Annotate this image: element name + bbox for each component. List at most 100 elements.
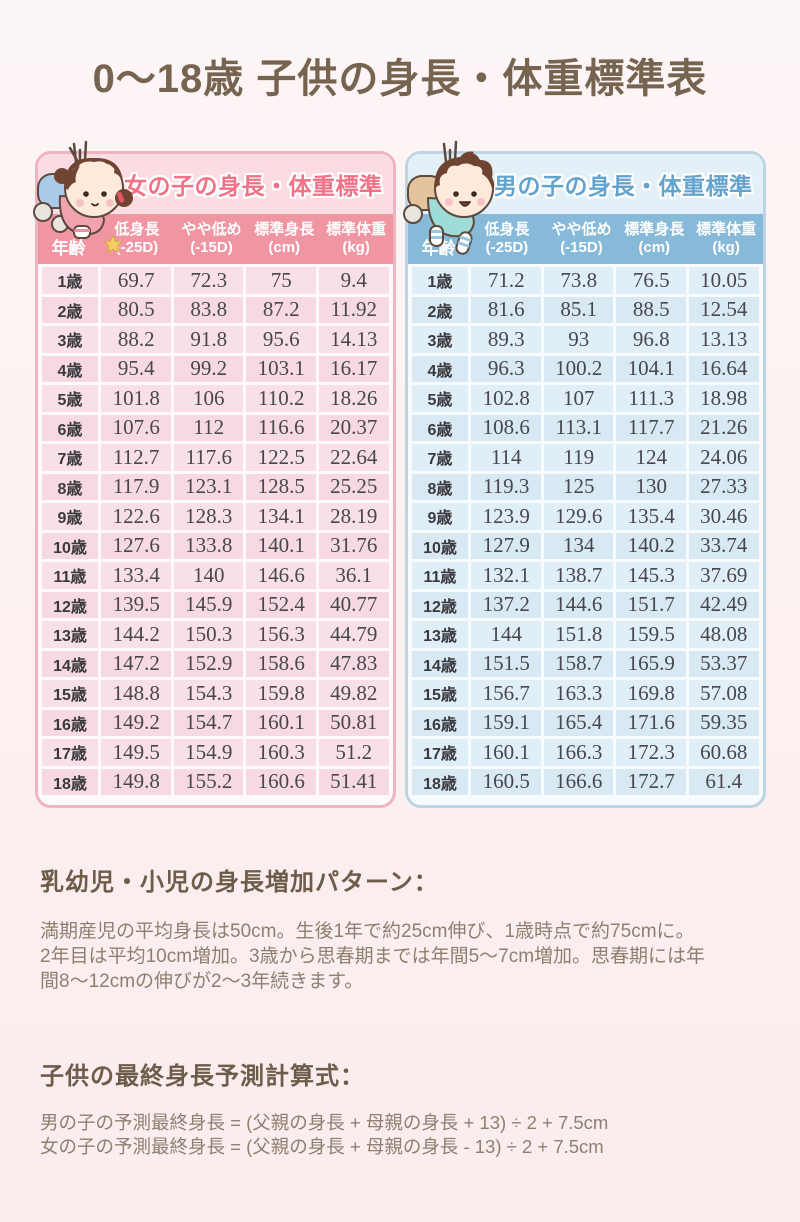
value-cell: 16.17 (318, 355, 389, 382)
table-row: 14歳 147.2 152.9 158.6 47.83 (41, 650, 389, 677)
column-header: 低身長 (-25D) (484, 221, 530, 256)
value-cell: 48.08 (688, 621, 759, 648)
value-cell: 96.3 (471, 355, 541, 382)
value-cell: 61.4 (688, 768, 759, 795)
table-row: 9歳 123.9 129.6 135.4 30.46 (411, 503, 759, 530)
age-cell: 1歳 (41, 267, 99, 294)
value-cell: 171.6 (616, 709, 686, 736)
value-cell: 102.8 (471, 385, 541, 412)
girls-column-headers: 年齢 低身長 (-25D) やや低め (-15D) 標準身長 (cm) 標準体重… (37, 214, 393, 264)
age-cell: 3歳 (411, 326, 469, 353)
text-line: 間8～12cmの伸びが2～3年続きます。 (40, 971, 364, 992)
boys-table-title-band: 男の子の身長・体重標準 (407, 154, 763, 214)
boys-table-title: 男の子の身長・体重標準 (494, 173, 753, 199)
boys-column-headers: 年齢 低身長 (-25D) やや低め (-15D) 標準身長 (cm) 標準体重… (407, 214, 763, 264)
value-cell: 36.1 (318, 562, 389, 589)
value-cell: 159.5 (616, 621, 686, 648)
age-column-header: 年齢 (51, 239, 86, 258)
value-cell: 87.2 (246, 296, 316, 323)
age-cell: 7歳 (411, 444, 469, 471)
text-line: 女の子の予測最終身長 = (父親の身長 + 母親の身長 - 13) ÷ 2 + … (40, 1136, 604, 1157)
age-cell: 18歳 (411, 768, 469, 795)
value-cell: 117.6 (173, 444, 244, 471)
age-cell: 15歳 (411, 680, 469, 707)
value-cell: 106 (173, 385, 244, 412)
value-cell: 53.37 (688, 650, 759, 677)
age-cell: 8歳 (411, 473, 469, 500)
value-cell: 137.2 (471, 591, 541, 618)
value-cell: 128.5 (246, 473, 316, 500)
age-cell: 7歳 (41, 444, 99, 471)
value-cell: 80.5 (101, 296, 171, 323)
table-row: 13歳 144.2 150.3 156.3 44.79 (41, 621, 389, 648)
value-cell: 107 (543, 385, 614, 412)
value-cell: 91.8 (173, 326, 244, 353)
age-cell: 16歳 (41, 709, 99, 736)
value-cell: 130 (616, 473, 686, 500)
value-cell: 16.64 (688, 355, 759, 382)
value-cell: 47.83 (318, 650, 389, 677)
value-cell: 22.64 (318, 444, 389, 471)
value-cell: 154.9 (173, 739, 244, 766)
height-formula-body: 男の子の予測最終身長 = (父親の身長 + 母親の身長 + 13) ÷ 2 + … (40, 1111, 772, 1159)
value-cell: 152.9 (173, 650, 244, 677)
value-cell: 156.3 (246, 621, 316, 648)
value-cell: 57.08 (688, 680, 759, 707)
value-cell: 81.6 (471, 296, 541, 323)
column-header: 標準体重 (kg) (326, 221, 387, 256)
value-cell: 166.3 (543, 739, 614, 766)
table-row: 6歳 107.6 112 116.6 20.37 (41, 414, 389, 441)
girls-table-card: 女の子の身長・体重標準 年齢 低身長 (-25D) やや低め (-15D) 標準… (32, 140, 396, 808)
value-cell: 172.7 (616, 768, 686, 795)
age-cell: 2歳 (411, 296, 469, 323)
value-cell: 160.1 (471, 739, 541, 766)
value-cell: 123.1 (173, 473, 244, 500)
value-cell: 160.5 (471, 768, 541, 795)
table-row: 16歳 149.2 154.7 160.1 50.81 (41, 709, 389, 736)
value-cell: 11.92 (318, 296, 389, 323)
table-row: 6歳 108.6 113.1 117.7 21.26 (411, 414, 759, 441)
value-cell: 144.2 (101, 621, 171, 648)
value-cell: 75 (246, 267, 316, 294)
value-cell: 13.13 (688, 326, 759, 353)
table-row: 16歳 159.1 165.4 171.6 59.35 (411, 709, 759, 736)
age-cell: 4歳 (41, 355, 99, 382)
table-row: 10歳 127.9 134 140.2 33.74 (411, 532, 759, 559)
value-cell: 28.19 (318, 503, 389, 530)
value-cell: 116.6 (246, 414, 316, 441)
column-header: 標準身長 (cm) (254, 221, 315, 256)
age-cell: 4歳 (411, 355, 469, 382)
value-cell: 155.2 (173, 768, 244, 795)
value-cell: 40.77 (318, 591, 389, 618)
girls-table-title-band: 女の子の身長・体重標準 (37, 154, 393, 214)
table-row: 4歳 96.3 100.2 104.1 16.64 (411, 355, 759, 382)
age-cell: 17歳 (41, 739, 99, 766)
table-row: 8歳 119.3 125 130 27.33 (411, 473, 759, 500)
table-row: 15歳 148.8 154.3 159.8 49.82 (41, 680, 389, 707)
value-cell: 138.7 (543, 562, 614, 589)
value-cell: 18.98 (688, 385, 759, 412)
age-cell: 13歳 (41, 621, 99, 648)
value-cell: 88.2 (101, 326, 171, 353)
age-cell: 5歳 (411, 385, 469, 412)
table-row: 2歳 80.5 83.8 87.2 11.92 (41, 296, 389, 323)
value-cell: 60.68 (688, 739, 759, 766)
age-cell: 10歳 (41, 532, 99, 559)
value-cell: 119 (543, 444, 614, 471)
value-cell: 71.2 (471, 267, 541, 294)
girls-data-table: 1歳 69.7 72.3 75 9.4 2歳 80.5 83.8 87.2 11.92 3歳 88.2… (39, 264, 392, 798)
growth-pattern-section: 乳幼児・小児の身長増加パターン： 満期産児の平均身長は50cm。生後1年で約25… (40, 862, 772, 994)
table-row: 2歳 81.6 85.1 88.5 12.54 (411, 296, 759, 323)
table-row: 12歳 137.2 144.6 151.7 42.49 (411, 591, 759, 618)
value-cell: 112.7 (101, 444, 171, 471)
value-cell: 122.5 (246, 444, 316, 471)
value-cell: 85.1 (543, 296, 614, 323)
value-cell: 50.81 (318, 709, 389, 736)
value-cell: 119.3 (471, 473, 541, 500)
table-row: 1歳 71.2 73.8 76.5 10.05 (411, 267, 759, 294)
age-cell: 2歳 (41, 296, 99, 323)
age-cell: 12歳 (41, 591, 99, 618)
age-cell: 11歳 (41, 562, 99, 589)
value-cell: 37.69 (688, 562, 759, 589)
growth-pattern-body: 満期産児の平均身長は50cm。生後1年で約25cm伸び、1歳時点で約75cmに。… (40, 919, 772, 994)
